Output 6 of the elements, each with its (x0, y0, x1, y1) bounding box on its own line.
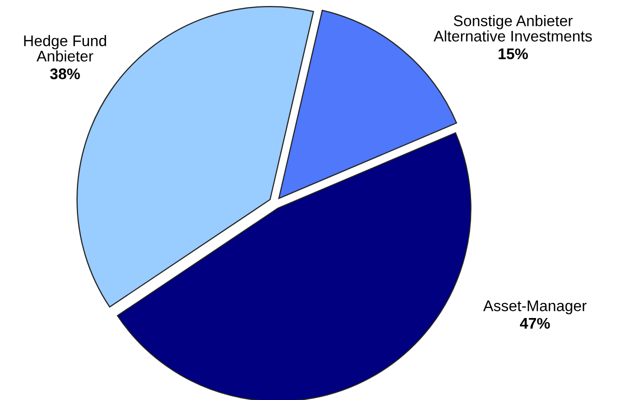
data-label: 47% (520, 318, 550, 329)
slice-label: Hedge Fund Anbieter (24, 35, 106, 62)
data-label: 38% (50, 68, 80, 80)
slice-label: Asset-Manager (483, 300, 587, 314)
data-label: 15% (498, 48, 528, 60)
slice-label: Sonstige Anbieter Alternative Investments (434, 15, 592, 42)
